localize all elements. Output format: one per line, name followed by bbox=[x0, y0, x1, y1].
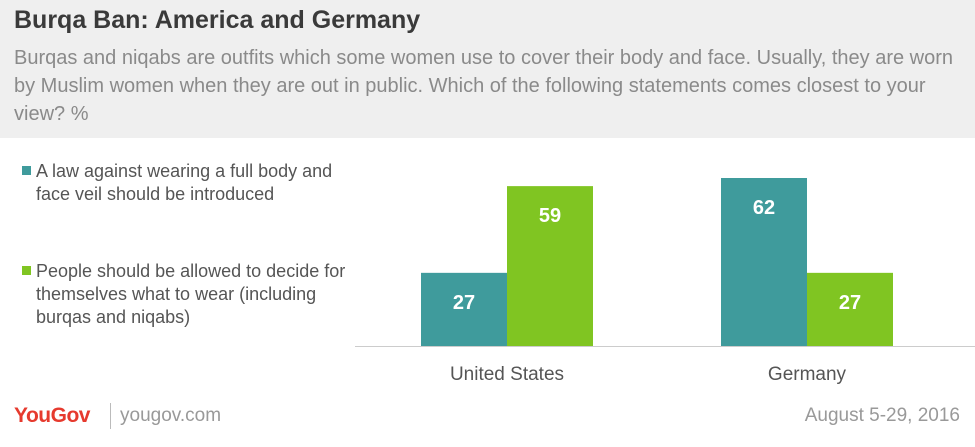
bar-germany-series-1 bbox=[721, 178, 807, 346]
data-label: 27 bbox=[453, 292, 475, 314]
yougov-logo: YouGov bbox=[14, 404, 90, 427]
data-label: 59 bbox=[539, 205, 561, 227]
footer-site-link[interactable]: yougov.com bbox=[120, 405, 222, 426]
chart-title: Burqa Ban: America and Germany bbox=[14, 6, 421, 34]
legend-label-choice: People should be allowed to decide for t… bbox=[36, 261, 346, 327]
legend-label-law: A law against wearing a full body and fa… bbox=[36, 161, 333, 204]
category-label: Germany bbox=[768, 364, 847, 385]
bar-germany-series-2 bbox=[807, 272, 893, 346]
data-label: 27 bbox=[839, 292, 861, 314]
bar-united-states-series-2 bbox=[507, 186, 593, 346]
category-label: United States bbox=[450, 364, 564, 385]
legend-swatch-green bbox=[22, 266, 31, 275]
data-label: 62 bbox=[753, 197, 775, 219]
bar-united-states-series-1 bbox=[421, 272, 507, 346]
header-band: Burqa Ban: America and Germany Burqas an… bbox=[0, 0, 975, 138]
chart-subtitle: Burqas and niqabs are outfits which some… bbox=[14, 47, 954, 125]
footer-divider bbox=[110, 403, 111, 429]
legend-swatch-teal bbox=[22, 166, 31, 175]
survey-date: August 5-29, 2016 bbox=[804, 405, 960, 426]
